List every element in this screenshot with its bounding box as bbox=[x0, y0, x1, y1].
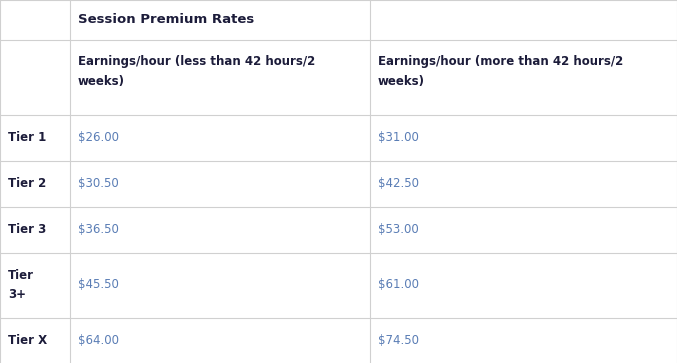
Text: Tier 3: Tier 3 bbox=[8, 223, 46, 236]
Text: $64.00: $64.00 bbox=[78, 334, 119, 347]
Text: Tier 2: Tier 2 bbox=[8, 177, 46, 190]
Text: Earnings/hour (more than 42 hours/2
weeks): Earnings/hour (more than 42 hours/2 week… bbox=[378, 56, 624, 87]
Text: Tier X: Tier X bbox=[8, 334, 47, 347]
Text: $42.50: $42.50 bbox=[378, 177, 419, 190]
Text: $61.00: $61.00 bbox=[378, 278, 419, 291]
Text: $53.00: $53.00 bbox=[378, 223, 419, 236]
Text: $45.50: $45.50 bbox=[78, 278, 119, 291]
Text: $30.50: $30.50 bbox=[78, 177, 118, 190]
Text: Tier 1: Tier 1 bbox=[8, 131, 46, 144]
Text: Tier
3+: Tier 3+ bbox=[8, 269, 34, 301]
Text: Session Premium Rates: Session Premium Rates bbox=[78, 13, 255, 26]
Text: $74.50: $74.50 bbox=[378, 334, 419, 347]
Text: $36.50: $36.50 bbox=[78, 223, 119, 236]
Text: $31.00: $31.00 bbox=[378, 131, 419, 144]
Text: Earnings/hour (less than 42 hours/2
weeks): Earnings/hour (less than 42 hours/2 week… bbox=[78, 56, 315, 87]
Text: $26.00: $26.00 bbox=[78, 131, 119, 144]
